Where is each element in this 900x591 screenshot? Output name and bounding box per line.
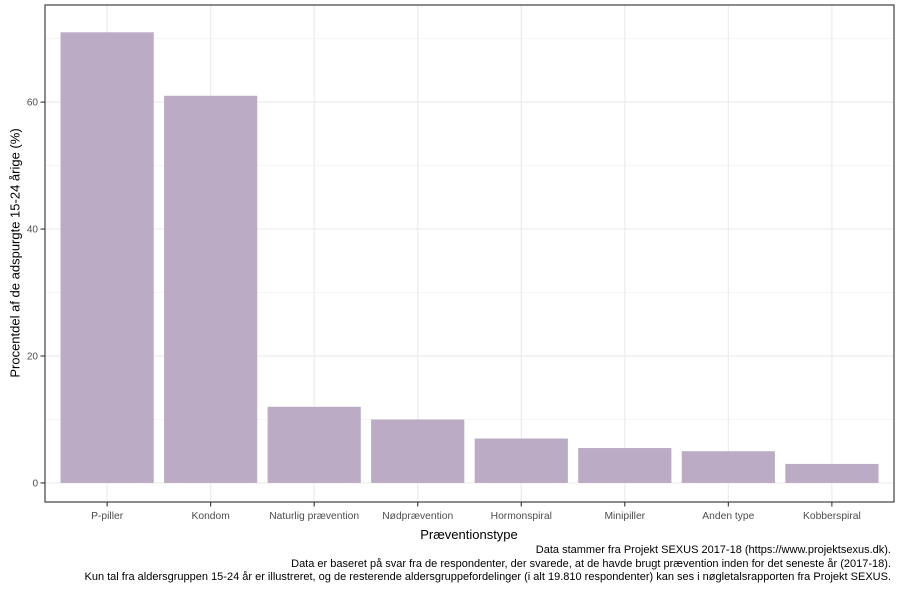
y-tick-label: 60 <box>27 98 39 109</box>
x-tick-label: Minipiller <box>604 511 645 522</box>
bar-1 <box>60 32 154 483</box>
caption-line-2: Data er baseret på svar fra de responden… <box>291 557 891 570</box>
bar-6 <box>578 448 672 483</box>
bar-8 <box>785 463 879 483</box>
bar-2 <box>164 95 258 483</box>
bar-4 <box>371 419 465 483</box>
bar-5 <box>474 438 568 483</box>
caption-block: Data stammer fra Projekt SEXUS 2017-18 (… <box>84 544 891 585</box>
x-tick-label: Nødprævention <box>382 511 453 522</box>
y-axis-title: Procentdel af de adspurgte 15-24 årige (… <box>7 128 23 378</box>
x-axis-title: Præventionstype <box>420 527 518 542</box>
y-tick-label: 0 <box>32 478 38 489</box>
x-tick-label: P-piller <box>91 511 124 522</box>
x-tick-label: Naturlig prævention <box>269 511 359 522</box>
caption-line-3: Kun tal fra aldersgruppen 15-24 år er il… <box>84 571 891 583</box>
y-tick-label: 40 <box>27 225 39 236</box>
x-tick-label: Hormonspiral <box>491 511 552 522</box>
y-tick-label: 20 <box>27 352 39 363</box>
caption-line-1: Data stammer fra Projekt SEXUS 2017-18 (… <box>535 544 891 556</box>
x-tick-label: Anden type <box>702 511 754 522</box>
bar-3 <box>267 406 361 483</box>
x-tick-label: Kobberspiral <box>803 511 861 522</box>
x-tick-label: Kondom <box>191 511 229 522</box>
panel-border <box>44 4 895 503</box>
bar-7 <box>681 451 775 483</box>
